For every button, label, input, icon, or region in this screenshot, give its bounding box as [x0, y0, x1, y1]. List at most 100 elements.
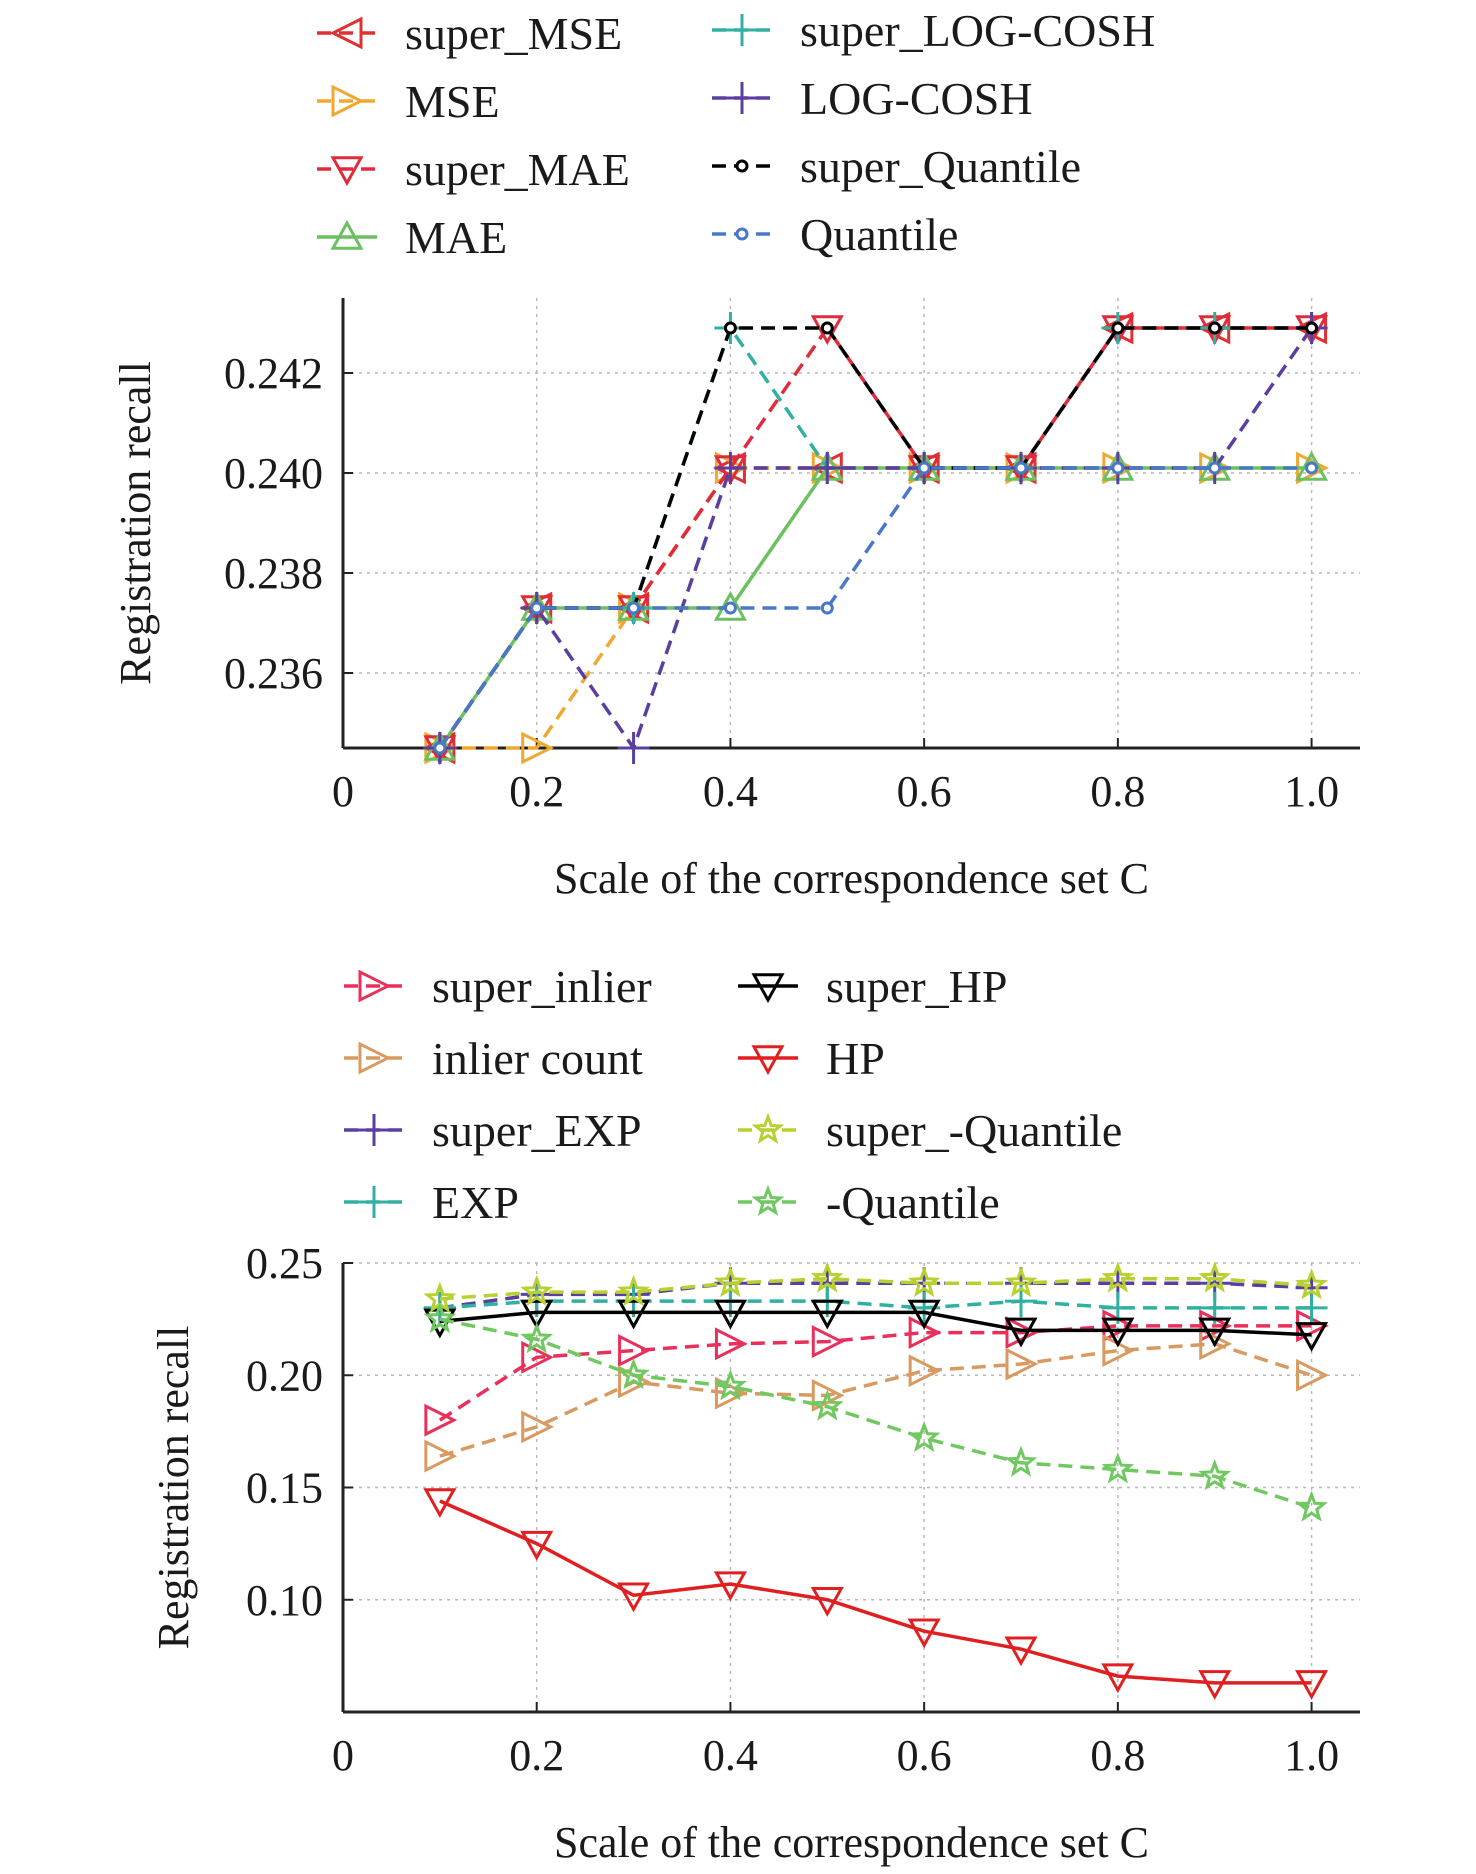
data-point: [1198, 1670, 1232, 1700]
x-axis-title: Scale of the correspondence set C: [554, 1818, 1149, 1867]
legend-marker: [735, 227, 749, 241]
data-point: [713, 1571, 747, 1602]
legend-entry: HP: [738, 1033, 885, 1084]
series-line: [438, 326, 1312, 749]
data-point: [1305, 321, 1319, 335]
series--Quantile: [423, 1301, 1328, 1522]
series-LOG-COSH: [423, 312, 1328, 764]
data-point: [714, 1369, 747, 1401]
x-tick-label: 1.0: [1284, 767, 1339, 816]
chart-1: 0 0.2 0.4 0.6 0.8 1.0 0.236 0.238 0.240 0.242 Scal…: [111, 5, 1360, 903]
series-line: [438, 324, 1312, 749]
data-point: [423, 1488, 457, 1519]
legend-entry: super_EXP: [344, 1105, 642, 1156]
data-point: [811, 452, 844, 484]
series-super_Quantile: [433, 321, 1319, 755]
legend-entry: Quantile: [712, 209, 958, 260]
legend-entry: LOG-COSH: [712, 73, 1033, 124]
series-line: [439, 1299, 1312, 1310]
legend-entry: -Quantile: [738, 1177, 1000, 1228]
legend-entry: super_-Quantile: [738, 1105, 1122, 1156]
data-point: [907, 1265, 941, 1298]
data-point: [917, 461, 931, 475]
y-tick-label: 0.238: [224, 549, 323, 598]
data-point: [1198, 1261, 1232, 1293]
data-point: [521, 1410, 555, 1444]
legend-marker: [726, 82, 758, 114]
legend-entry: EXP: [344, 1177, 519, 1228]
data-point: [1295, 1490, 1328, 1522]
data-point: [617, 1274, 650, 1307]
data-point: [1295, 450, 1329, 481]
data-point: [1111, 461, 1125, 475]
legend-marker: [735, 159, 749, 173]
series-line: [438, 324, 1312, 749]
legend-entry: MSE: [317, 76, 500, 127]
data-point: [424, 1439, 458, 1473]
data-point: [1004, 1636, 1038, 1667]
legend-label: super_HP: [826, 961, 1007, 1012]
data-point: [820, 601, 834, 615]
data-point: [1295, 1291, 1328, 1324]
series-super_MAE: [423, 315, 1329, 766]
legend-label: HP: [826, 1033, 885, 1084]
legend-marker: [751, 1112, 785, 1144]
data-point: [907, 1420, 941, 1453]
series-line: [439, 1342, 1313, 1458]
chart-2: 0 0.2 0.4 0.6 0.8 1.0 0.10 0.15 0.20 0.25 Scale of…: [149, 961, 1360, 1867]
x-tick-label: 1.0: [1284, 1731, 1339, 1780]
y-tick-label: 0.240: [224, 449, 323, 498]
data-point: [810, 1587, 844, 1617]
data-point: [714, 1265, 747, 1298]
series-inlier count: [424, 1327, 1329, 1473]
x-tick-label: 0.2: [509, 767, 564, 816]
data-point: [520, 1274, 554, 1307]
legend-marker: [751, 973, 785, 1004]
legend-label: MSE: [405, 76, 500, 127]
data-point: [1005, 1316, 1039, 1350]
legend-label: inlier count: [432, 1033, 643, 1084]
data-point: [810, 1261, 844, 1293]
legend-label: super_Quantile: [800, 141, 1081, 192]
data-point: [423, 1301, 457, 1334]
legend-marker: [358, 1114, 390, 1146]
legend-marker: [330, 219, 364, 250]
series-line: [439, 1310, 1312, 1337]
legend-marker: [329, 16, 363, 50]
data-point: [617, 1582, 651, 1613]
legend-label: super_EXP: [432, 1105, 642, 1156]
series-line: [438, 326, 1312, 749]
legend-entry: super_inlier: [344, 961, 652, 1012]
series-line: [438, 1324, 1312, 1422]
legend-entry: super_MAE: [317, 144, 630, 195]
x-tick-label: 0: [332, 767, 354, 816]
data-point: [713, 1299, 747, 1330]
data-point: [617, 1299, 651, 1330]
data-point: [1004, 1445, 1038, 1477]
data-point: [907, 1299, 941, 1330]
data-point: [820, 321, 834, 335]
data-point: [1004, 1317, 1038, 1348]
data-point: [1198, 1459, 1232, 1491]
x-tick-label: 0.2: [509, 1731, 564, 1780]
legend-marker: [751, 1045, 785, 1076]
legend-marker: [751, 1184, 785, 1216]
x-tick-label: 0.8: [1090, 767, 1145, 816]
y-tick-label: 0.25: [246, 1239, 323, 1288]
legend-marker: [358, 1041, 392, 1075]
series-super_LOG-COSH: [423, 312, 1328, 764]
data-point: [1305, 461, 1319, 475]
data-point: [618, 1334, 651, 1367]
data-point: [1208, 461, 1222, 475]
data-point: [810, 1389, 844, 1421]
data-point: [627, 601, 641, 615]
data-point: [530, 601, 544, 615]
data-point: [1296, 1358, 1329, 1392]
legend-marker: [358, 969, 392, 1003]
data-point: [521, 731, 555, 765]
data-point: [617, 1358, 650, 1390]
y-axis-title: Registration recall: [149, 1326, 198, 1650]
legend-entry: inlier count: [344, 1033, 643, 1084]
series-super_EXP: [423, 1267, 1328, 1324]
data-point: [1014, 461, 1028, 475]
